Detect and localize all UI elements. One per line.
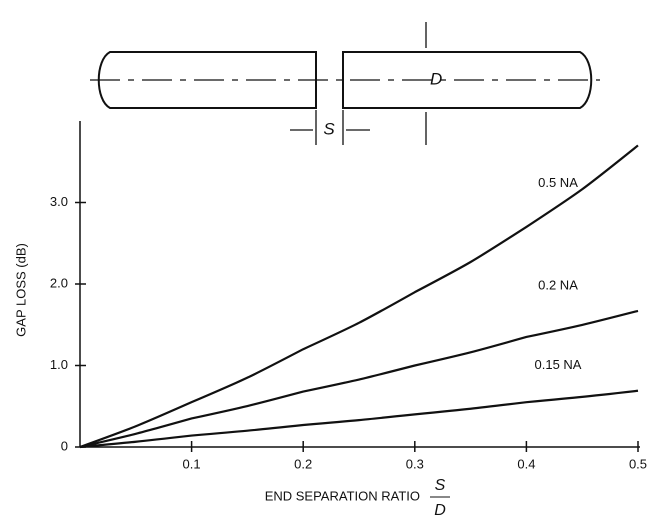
x-label-numerator: S	[435, 477, 446, 494]
y-tick-label: 0	[61, 438, 68, 453]
curve	[79, 389, 639, 449]
curve	[79, 144, 639, 449]
y-tick-label: 3.0	[50, 194, 68, 209]
separation-label: S	[323, 119, 335, 138]
y-tick-label: 2.0	[50, 275, 68, 290]
curve-label: 0.15 NA	[535, 357, 582, 372]
x-tick-label: 0.4	[517, 456, 535, 471]
curve-label: 0.5 NA	[538, 175, 578, 190]
y-tick-label: 1.0	[50, 357, 68, 372]
x-tick-label: 0.3	[406, 456, 424, 471]
curve-label: 0.2 NA	[538, 277, 578, 292]
x-tick-label: 0.1	[183, 456, 201, 471]
y-axis-label: GAP LOSS (dB)	[13, 243, 28, 337]
x-tick-label: 0.5	[629, 456, 647, 471]
x-axis-label: END SEPARATION RATIO	[265, 488, 420, 503]
fiber-diagram: D S	[90, 22, 600, 145]
curve	[79, 309, 639, 449]
diameter-label: D	[430, 69, 442, 88]
x-tick-label: 0.2	[294, 456, 312, 471]
x-label-denominator: D	[434, 502, 446, 519]
